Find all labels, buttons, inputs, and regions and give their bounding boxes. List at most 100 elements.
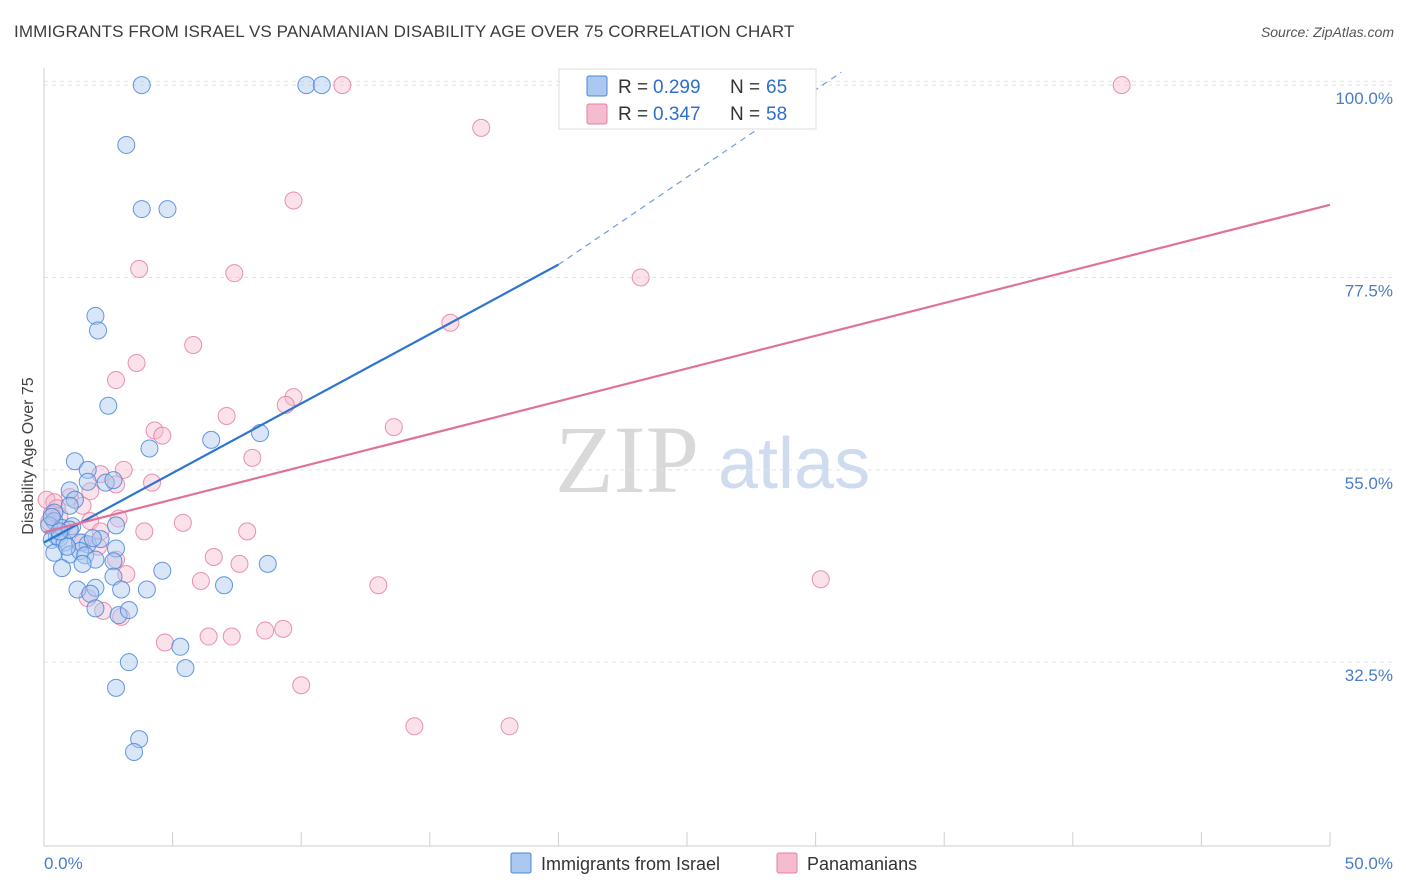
data-point	[107, 516, 126, 535]
y-tick-labels: 32.5% 55.0% 77.5% 100.0%	[1335, 89, 1393, 685]
data-point	[225, 264, 244, 283]
data-point	[112, 607, 131, 626]
legend-r-value-pink: 0.347	[653, 104, 701, 125]
data-point	[91, 522, 110, 541]
legend-n-label-pink: N =	[730, 104, 760, 125]
trend-line-israel	[43, 263, 559, 544]
legend-r-label-pink: R =	[618, 104, 648, 125]
data-point	[130, 259, 149, 278]
data-point	[251, 424, 270, 443]
data-point	[91, 530, 110, 549]
data-point	[135, 522, 154, 541]
data-point	[384, 418, 403, 437]
data-point	[99, 396, 118, 415]
bottom-legend-label-israel: Immigrants from Israel	[541, 854, 720, 874]
data-point	[53, 559, 72, 578]
data-point	[155, 633, 174, 652]
data-point	[86, 578, 105, 597]
data-point	[127, 353, 146, 372]
data-point	[230, 554, 249, 573]
data-point	[117, 135, 136, 154]
data-point	[631, 268, 650, 287]
data-point	[65, 490, 84, 509]
data-point	[112, 580, 131, 599]
series-israel	[40, 76, 331, 761]
data-point	[158, 200, 177, 219]
data-point	[104, 471, 123, 490]
data-point	[78, 472, 97, 491]
data-point	[1112, 76, 1131, 95]
data-point	[119, 601, 138, 620]
data-point	[811, 570, 830, 589]
data-point	[89, 321, 108, 340]
bottom-legend-label-panamanians: Panamanians	[807, 854, 917, 874]
data-point	[243, 448, 262, 467]
data-point	[284, 191, 303, 210]
data-point	[312, 76, 331, 95]
grid-lines	[44, 80, 1393, 663]
legend-n-label-blue: N =	[730, 77, 760, 98]
watermark-atlas: atlas	[718, 424, 870, 504]
data-point	[171, 637, 190, 656]
data-point	[256, 621, 275, 640]
chart-title: IMMIGRANTS FROM ISRAEL VS PANAMANIAN DIS…	[14, 22, 795, 41]
data-point	[176, 659, 195, 678]
data-point	[107, 371, 126, 390]
data-point	[274, 619, 293, 638]
bottom-legend: Immigrants from Israel Panamanians	[510, 852, 917, 874]
data-point	[215, 576, 234, 595]
data-point	[58, 537, 77, 556]
data-point	[333, 76, 352, 95]
data-point	[140, 439, 159, 458]
data-point	[238, 522, 257, 541]
watermark-zip: ZIP	[555, 406, 699, 513]
data-point	[369, 576, 388, 595]
data-point	[204, 548, 223, 567]
data-point	[258, 554, 277, 573]
data-point	[104, 552, 123, 571]
data-point	[132, 200, 151, 219]
y-tick-label: 77.5%	[1345, 281, 1393, 300]
y-tick-label: 32.5%	[1345, 666, 1393, 685]
bottom-legend-swatch-israel	[510, 852, 532, 874]
data-point	[119, 653, 138, 672]
y-tick-label: 55.0%	[1345, 474, 1393, 493]
data-point	[65, 452, 84, 471]
data-point	[153, 561, 172, 580]
data-point	[132, 76, 151, 95]
data-point	[297, 76, 316, 95]
data-point	[42, 507, 61, 526]
data-point	[86, 306, 105, 325]
legend-n-value-pink: 58	[766, 104, 787, 125]
x-tick-label-min: 0.0%	[44, 854, 83, 873]
data-point	[500, 717, 519, 736]
data-point	[217, 406, 236, 425]
axes	[43, 68, 1331, 847]
data-point	[60, 481, 79, 500]
legend-box: R = 0.299 N = 65 R = 0.347 N = 58	[558, 68, 817, 130]
data-point	[109, 606, 128, 625]
data-point	[184, 336, 203, 355]
data-point	[83, 529, 102, 548]
data-point	[60, 496, 79, 515]
legend-n-value-blue: 65	[766, 77, 787, 98]
data-point	[86, 599, 105, 618]
data-point	[472, 118, 491, 137]
legend-swatch-blue	[586, 75, 608, 97]
trend-line-panamanians	[43, 203, 1331, 534]
trend-lines	[43, 71, 1331, 544]
legend-r-value-blue: 0.299	[653, 77, 701, 98]
data-point	[284, 388, 303, 407]
y-tick-label: 100.0%	[1335, 89, 1393, 108]
data-point	[153, 426, 172, 445]
data-point	[405, 717, 424, 736]
bottom-legend-swatch-panamanians	[776, 852, 798, 874]
data-point	[222, 627, 241, 646]
data-point	[191, 571, 210, 590]
data-point	[73, 554, 92, 573]
legend-r-label-blue: R =	[618, 77, 648, 98]
data-point	[125, 742, 144, 761]
x-tick-label-max: 50.0%	[1345, 854, 1393, 873]
data-point	[137, 580, 156, 599]
